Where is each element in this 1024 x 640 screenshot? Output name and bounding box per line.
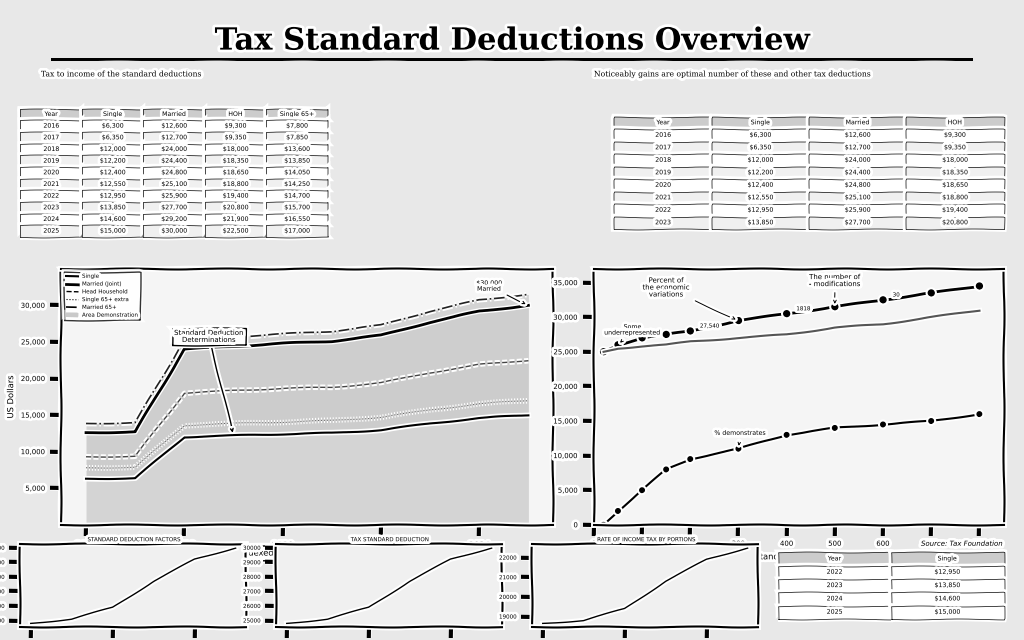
Single [522,412,535,419]
Text: Percent of
the economic
variations: Percent of the economic variations [642,278,735,319]
Single 65+ [227,420,240,428]
Married [129,428,141,436]
Head of Household [522,356,535,364]
Text: Tax Standard Deductions Overview: Tax Standard Deductions Overview [215,26,809,56]
Line: Married 65+: Married 65+ [86,294,528,424]
Text: Source: Tax Foundation: Source: Tax Foundation [921,541,1004,547]
Text: 30: 30 [893,292,900,298]
Married [227,342,240,350]
Single 65+ [522,397,535,404]
Head of Household [473,361,485,369]
Text: Noticeably gains are optimal number of these and other tax deductions: Noticeably gains are optimal number of t… [594,70,867,78]
Single 65+ [326,417,338,424]
Head of Household [227,387,240,394]
Head of Household [129,452,141,460]
Text: Standard Deduction
Determinations: Standard Deduction Determinations [174,330,244,431]
Title: RATE OF INCOME TAX BY PORTIONS: RATE OF INCOME TAX BY PORTIONS [597,537,693,542]
Line: Married: Married [86,305,528,433]
Head of Household [276,385,289,392]
Head of Household [424,369,436,376]
Text: ← Indexed into the budget limited →: ← Indexed into the budget limited → [230,548,384,557]
Single 65+ [178,422,190,429]
Married 65+ [522,291,535,298]
Single 65+ [80,464,92,472]
Head of Household [80,453,92,461]
Line: Single 65+: Single 65+ [86,401,528,468]
Married [178,346,190,353]
Married 65+ [178,336,190,344]
Married 65+ [129,419,141,427]
Single 65+ [424,406,436,414]
Single 65+ [375,413,387,421]
Single [276,430,289,438]
Single [80,475,92,483]
Married 65+ [227,333,240,340]
Single [326,429,338,437]
Married [424,318,436,326]
Text: $30,000
Married: $30,000 Married [476,281,524,303]
Single [227,432,240,440]
Text: The number of
- modifications: The number of - modifications [809,274,861,303]
Single [375,426,387,434]
Married [276,340,289,348]
Married 65+ [424,307,436,315]
Married 65+ [375,321,387,329]
Text: % demonstrates: % demonstrates [715,431,766,445]
Line: Head of Household: Head of Household [86,360,528,457]
Line: Single: Single [86,415,528,479]
Text: Some
underrepresented: Some underrepresented [604,324,660,342]
Head of Household [178,389,190,397]
Married 65+ [80,420,92,428]
Married [473,307,485,315]
Text: Tax to income of the standard deductions: Tax to income of the standard deductions [41,70,200,78]
Married [80,429,92,436]
Title: STANDARD DEDUCTION FACTORS: STANDARD DEDUCTION FACTORS [87,537,179,542]
Head of Household [375,379,387,387]
Married [522,301,535,309]
Married 65+ [473,296,485,304]
Married [326,337,338,345]
Single [473,414,485,422]
Title: TAX STANDARD DEDUCTION: TAX STANDARD DEDUCTION [350,537,428,542]
Text: 1818: 1818 [797,307,810,311]
Legend: Single, Married (Joint), Head Household, Single 65+ extra, Married 65+, Area Dem: Single, Married (Joint), Head Household,… [65,271,140,320]
Single 65+ [129,463,141,471]
Head of Household [326,383,338,391]
Single 65+ [276,418,289,426]
Text: 27,540: 27,540 [700,324,719,328]
Married 65+ [276,330,289,338]
Y-axis label: US Dollars: US Dollars [6,375,15,419]
X-axis label: Standard Deductions: Standard Deductions [755,552,843,561]
Single [129,474,141,482]
Married 65+ [326,328,338,335]
Single [178,433,190,441]
Single 65+ [473,400,485,408]
Married [375,332,387,339]
Single [424,420,436,428]
